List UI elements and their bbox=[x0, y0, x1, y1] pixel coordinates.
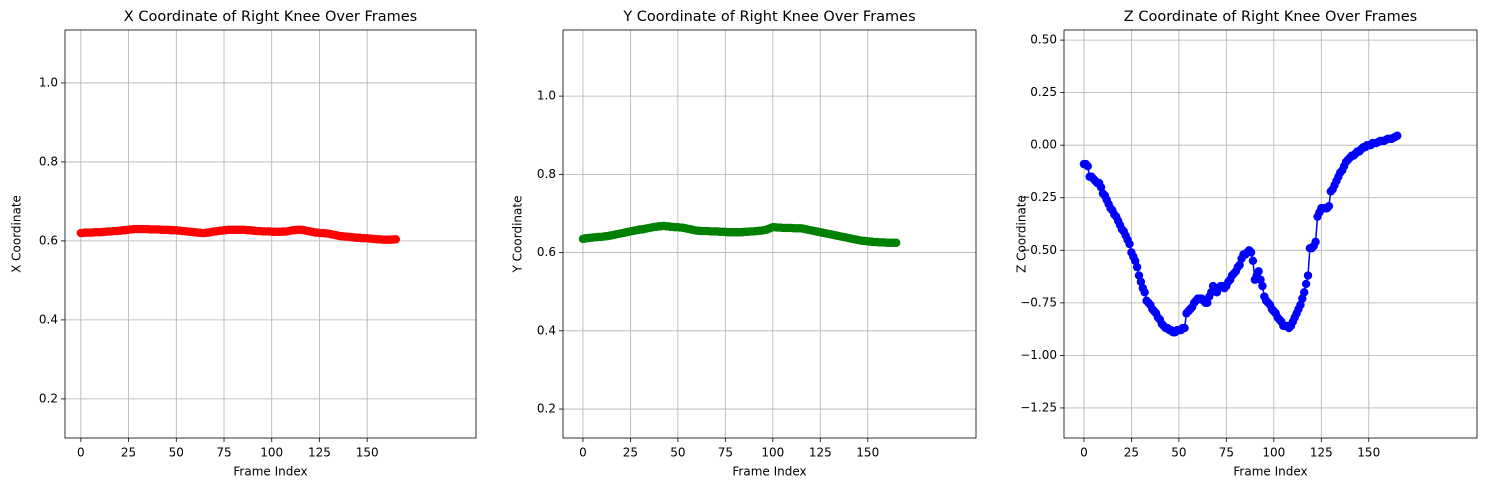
data-point bbox=[1303, 271, 1313, 280]
data-point bbox=[1136, 277, 1146, 287]
data-point bbox=[1393, 131, 1402, 140]
y-tick-label: 0.6 bbox=[537, 245, 556, 259]
data-point bbox=[1248, 256, 1258, 266]
y-axis-label: Y Coordinate bbox=[511, 196, 525, 274]
axes-frame bbox=[1063, 29, 1478, 439]
x-tick-label: 25 bbox=[1124, 446, 1139, 460]
x-tick-label: 150 bbox=[856, 446, 879, 460]
data-point bbox=[1258, 281, 1267, 291]
x-tick-label: 100 bbox=[1262, 446, 1285, 460]
y-tick-label: 0.8 bbox=[537, 167, 556, 181]
y-tick-label: 0.4 bbox=[537, 323, 556, 337]
y-tick-label: 0.2 bbox=[537, 402, 556, 416]
y-tick-label: −1.25 bbox=[1020, 400, 1057, 414]
y-tick-label: 0.25 bbox=[1030, 85, 1057, 99]
x-tick-label: 125 bbox=[308, 446, 331, 460]
x-tick-label: 125 bbox=[809, 446, 832, 460]
x-tick-label: 50 bbox=[1171, 446, 1186, 460]
y-tick-label: −0.50 bbox=[1020, 243, 1057, 257]
chart-title: Z Coordinate of Right Knee Over Frames bbox=[1124, 9, 1417, 25]
x-axis-label: Frame Index bbox=[1233, 465, 1307, 479]
x-tick-label: 100 bbox=[761, 446, 784, 460]
data-point bbox=[1096, 183, 1106, 192]
data-point bbox=[1256, 275, 1265, 284]
y-tick-label: 1.0 bbox=[537, 89, 556, 103]
x-tick-label: 75 bbox=[718, 446, 733, 460]
x-axis-label: Frame Index bbox=[732, 465, 806, 479]
data-point bbox=[1298, 294, 1307, 303]
data-point bbox=[1324, 201, 1334, 211]
data-point bbox=[1083, 162, 1092, 171]
y-tick-label: 0.2 bbox=[39, 391, 58, 405]
y-tick-label: 0.4 bbox=[39, 312, 58, 326]
plot-area bbox=[1064, 30, 1477, 438]
x-tick-label: 150 bbox=[1357, 446, 1380, 460]
chart-title: Y Coordinate of Right Knee Over Frames bbox=[622, 9, 915, 25]
data-point bbox=[1311, 237, 1320, 247]
data-point bbox=[1134, 271, 1144, 280]
y-tick-label: 0.8 bbox=[39, 154, 58, 168]
y-tick-label: −0.25 bbox=[1020, 190, 1057, 204]
x-tick-label: 25 bbox=[623, 446, 638, 460]
data-point bbox=[1254, 267, 1263, 276]
x-axis-label: Frame Index bbox=[233, 465, 307, 479]
x-tick-label: 0 bbox=[1080, 446, 1088, 460]
axes-frame bbox=[562, 29, 977, 439]
x-tick-label: 50 bbox=[670, 446, 685, 460]
x-tick-label: 100 bbox=[260, 446, 283, 460]
data-point bbox=[1125, 239, 1134, 249]
x-tick-label: 0 bbox=[579, 446, 587, 460]
data-point bbox=[1203, 298, 1212, 308]
x-tick-label: 0 bbox=[77, 446, 85, 460]
x-tick-label: 125 bbox=[1310, 446, 1333, 460]
y-tick-label: 1.0 bbox=[39, 75, 58, 89]
x-tick-label: 25 bbox=[121, 446, 136, 460]
y-tick-label: 0.6 bbox=[39, 233, 58, 247]
chart-title: X Coordinate of Right Knee Over Frames bbox=[124, 9, 417, 25]
x-tick-label: 50 bbox=[169, 446, 184, 460]
y-tick-label: 0.00 bbox=[1030, 138, 1057, 152]
axes-frame bbox=[64, 29, 477, 439]
data-point bbox=[1180, 323, 1189, 333]
x-tick-label: 75 bbox=[216, 446, 231, 460]
data-point bbox=[1131, 256, 1140, 266]
x-tick-label: 150 bbox=[356, 446, 379, 460]
data-point bbox=[391, 235, 401, 244]
data-point bbox=[1301, 279, 1311, 289]
y-axis-label: X Coordinate bbox=[10, 195, 24, 273]
data-point bbox=[1296, 300, 1305, 310]
data-point bbox=[1140, 288, 1149, 297]
y-tick-label: 0.50 bbox=[1030, 33, 1057, 47]
y-tick-label: −0.75 bbox=[1020, 295, 1057, 309]
data-point bbox=[1132, 262, 1142, 272]
y-axis-label: Z Coordinate bbox=[1015, 195, 1029, 273]
data-point bbox=[1300, 288, 1309, 297]
y-tick-label: −1.00 bbox=[1020, 348, 1057, 362]
data-point bbox=[1246, 248, 1256, 257]
data-point bbox=[892, 238, 901, 248]
x-tick-label: 75 bbox=[1219, 446, 1234, 460]
data-point bbox=[1235, 260, 1244, 270]
